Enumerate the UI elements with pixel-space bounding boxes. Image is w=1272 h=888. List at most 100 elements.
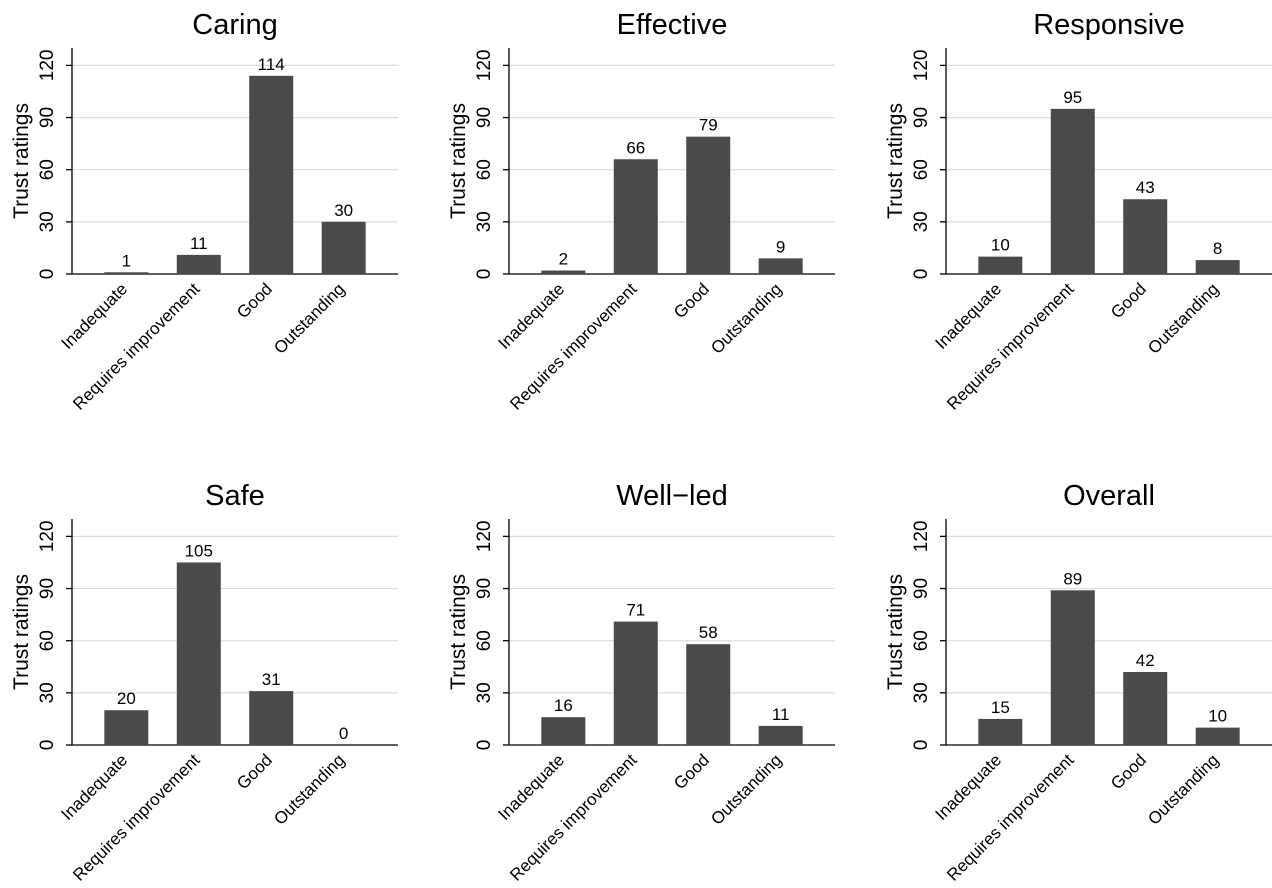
y-axis-title: Trust ratings	[447, 574, 470, 690]
data-label: 95	[1063, 88, 1082, 107]
bar	[1123, 199, 1168, 274]
data-label: 58	[699, 623, 718, 642]
y-axis-title: Trust ratings	[884, 574, 907, 690]
x-tick-label: Outstanding	[707, 279, 785, 357]
data-label: 30	[334, 201, 353, 220]
data-label: 20	[117, 689, 136, 708]
data-label: 114	[258, 55, 285, 74]
bar	[176, 562, 221, 745]
y-tick-label: 30	[474, 211, 495, 232]
x-tick-label: Inadequate	[58, 750, 132, 824]
bar	[541, 270, 586, 274]
x-tick-label: Outstanding	[270, 750, 348, 828]
x-tick-label: Good	[1107, 750, 1150, 793]
y-tick-label: 30	[474, 682, 495, 703]
x-tick-label: Outstanding	[707, 750, 785, 828]
data-label: 71	[626, 601, 645, 620]
y-tick-label: 30	[37, 211, 58, 232]
y-tick-label: 120	[474, 521, 495, 553]
y-axis-title: Trust ratings	[884, 103, 907, 219]
y-tick-label: 90	[474, 107, 495, 128]
data-label: 79	[699, 116, 718, 135]
data-label: 66	[626, 138, 645, 157]
bar	[104, 272, 149, 274]
chart-title: Safe	[205, 480, 265, 512]
data-label: 89	[1063, 569, 1082, 588]
y-tick-label: 90	[37, 578, 58, 599]
bar	[104, 710, 149, 745]
bar	[686, 136, 731, 274]
bar	[978, 718, 1023, 745]
y-axis-title: Trust ratings	[10, 574, 33, 690]
x-tick-label: Requires improvement	[69, 279, 204, 414]
data-label: 11	[772, 705, 790, 724]
data-label: 10	[1208, 707, 1227, 726]
y-tick-label: 120	[37, 521, 58, 553]
y-tick-label: 120	[911, 521, 932, 553]
bar	[1195, 260, 1240, 274]
y-tick-label: 90	[37, 107, 58, 128]
x-tick-label: Inadequate	[495, 750, 569, 824]
y-tick-label: 90	[911, 107, 932, 128]
chart-title: Overall	[1063, 480, 1155, 512]
y-tick-label: 0	[911, 740, 932, 751]
bar	[1123, 671, 1168, 745]
y-tick-label: 60	[37, 630, 58, 651]
x-tick-label: Inadequate	[932, 279, 1006, 353]
y-tick-label: 60	[474, 159, 495, 180]
chart-title: Responsive	[1033, 9, 1185, 41]
y-tick-label: 30	[911, 211, 932, 232]
data-label: 9	[776, 237, 785, 256]
bar	[758, 258, 803, 274]
y-tick-label: 0	[37, 269, 58, 280]
bar	[758, 725, 803, 745]
data-label: 8	[1213, 239, 1222, 258]
x-tick-label: Inadequate	[58, 279, 132, 353]
data-label: 31	[262, 670, 281, 689]
x-tick-label: Outstanding	[270, 279, 348, 357]
data-label: 10	[991, 236, 1010, 255]
bar	[613, 621, 658, 745]
bar	[1195, 727, 1240, 745]
y-tick-label: 90	[474, 578, 495, 599]
y-tick-label: 30	[911, 682, 932, 703]
chart-title: Caring	[192, 9, 277, 41]
y-tick-label: 0	[474, 269, 495, 280]
bar	[686, 644, 731, 745]
data-label: 1	[122, 251, 131, 270]
x-tick-label: Good	[670, 279, 713, 322]
x-tick-label: Good	[670, 750, 713, 793]
data-label: 16	[554, 696, 573, 715]
y-tick-label: 90	[911, 578, 932, 599]
y-tick-label: 0	[911, 269, 932, 280]
x-tick-label: Inadequate	[932, 750, 1006, 824]
bar	[321, 221, 366, 274]
bar	[176, 254, 221, 274]
chart-title: Well−led	[616, 480, 728, 512]
bar	[249, 75, 294, 274]
bar	[613, 159, 658, 274]
y-tick-label: 0	[37, 740, 58, 751]
bar	[978, 256, 1023, 274]
y-tick-label: 60	[474, 630, 495, 651]
y-tick-label: 30	[37, 682, 58, 703]
y-tick-label: 120	[911, 50, 932, 82]
y-tick-label: 60	[911, 630, 932, 651]
y-tick-label: 60	[37, 159, 58, 180]
data-label: 11	[190, 234, 208, 253]
y-tick-label: 60	[911, 159, 932, 180]
x-tick-label: Outstanding	[1144, 750, 1222, 828]
x-tick-label: Requires improvement	[943, 750, 1078, 885]
data-label: 105	[185, 541, 213, 560]
x-tick-label: Requires improvement	[943, 279, 1078, 414]
x-tick-label: Good	[233, 279, 276, 322]
x-tick-label: Inadequate	[495, 279, 569, 353]
chart-title: Effective	[617, 9, 728, 41]
x-tick-label: Good	[1107, 279, 1150, 322]
